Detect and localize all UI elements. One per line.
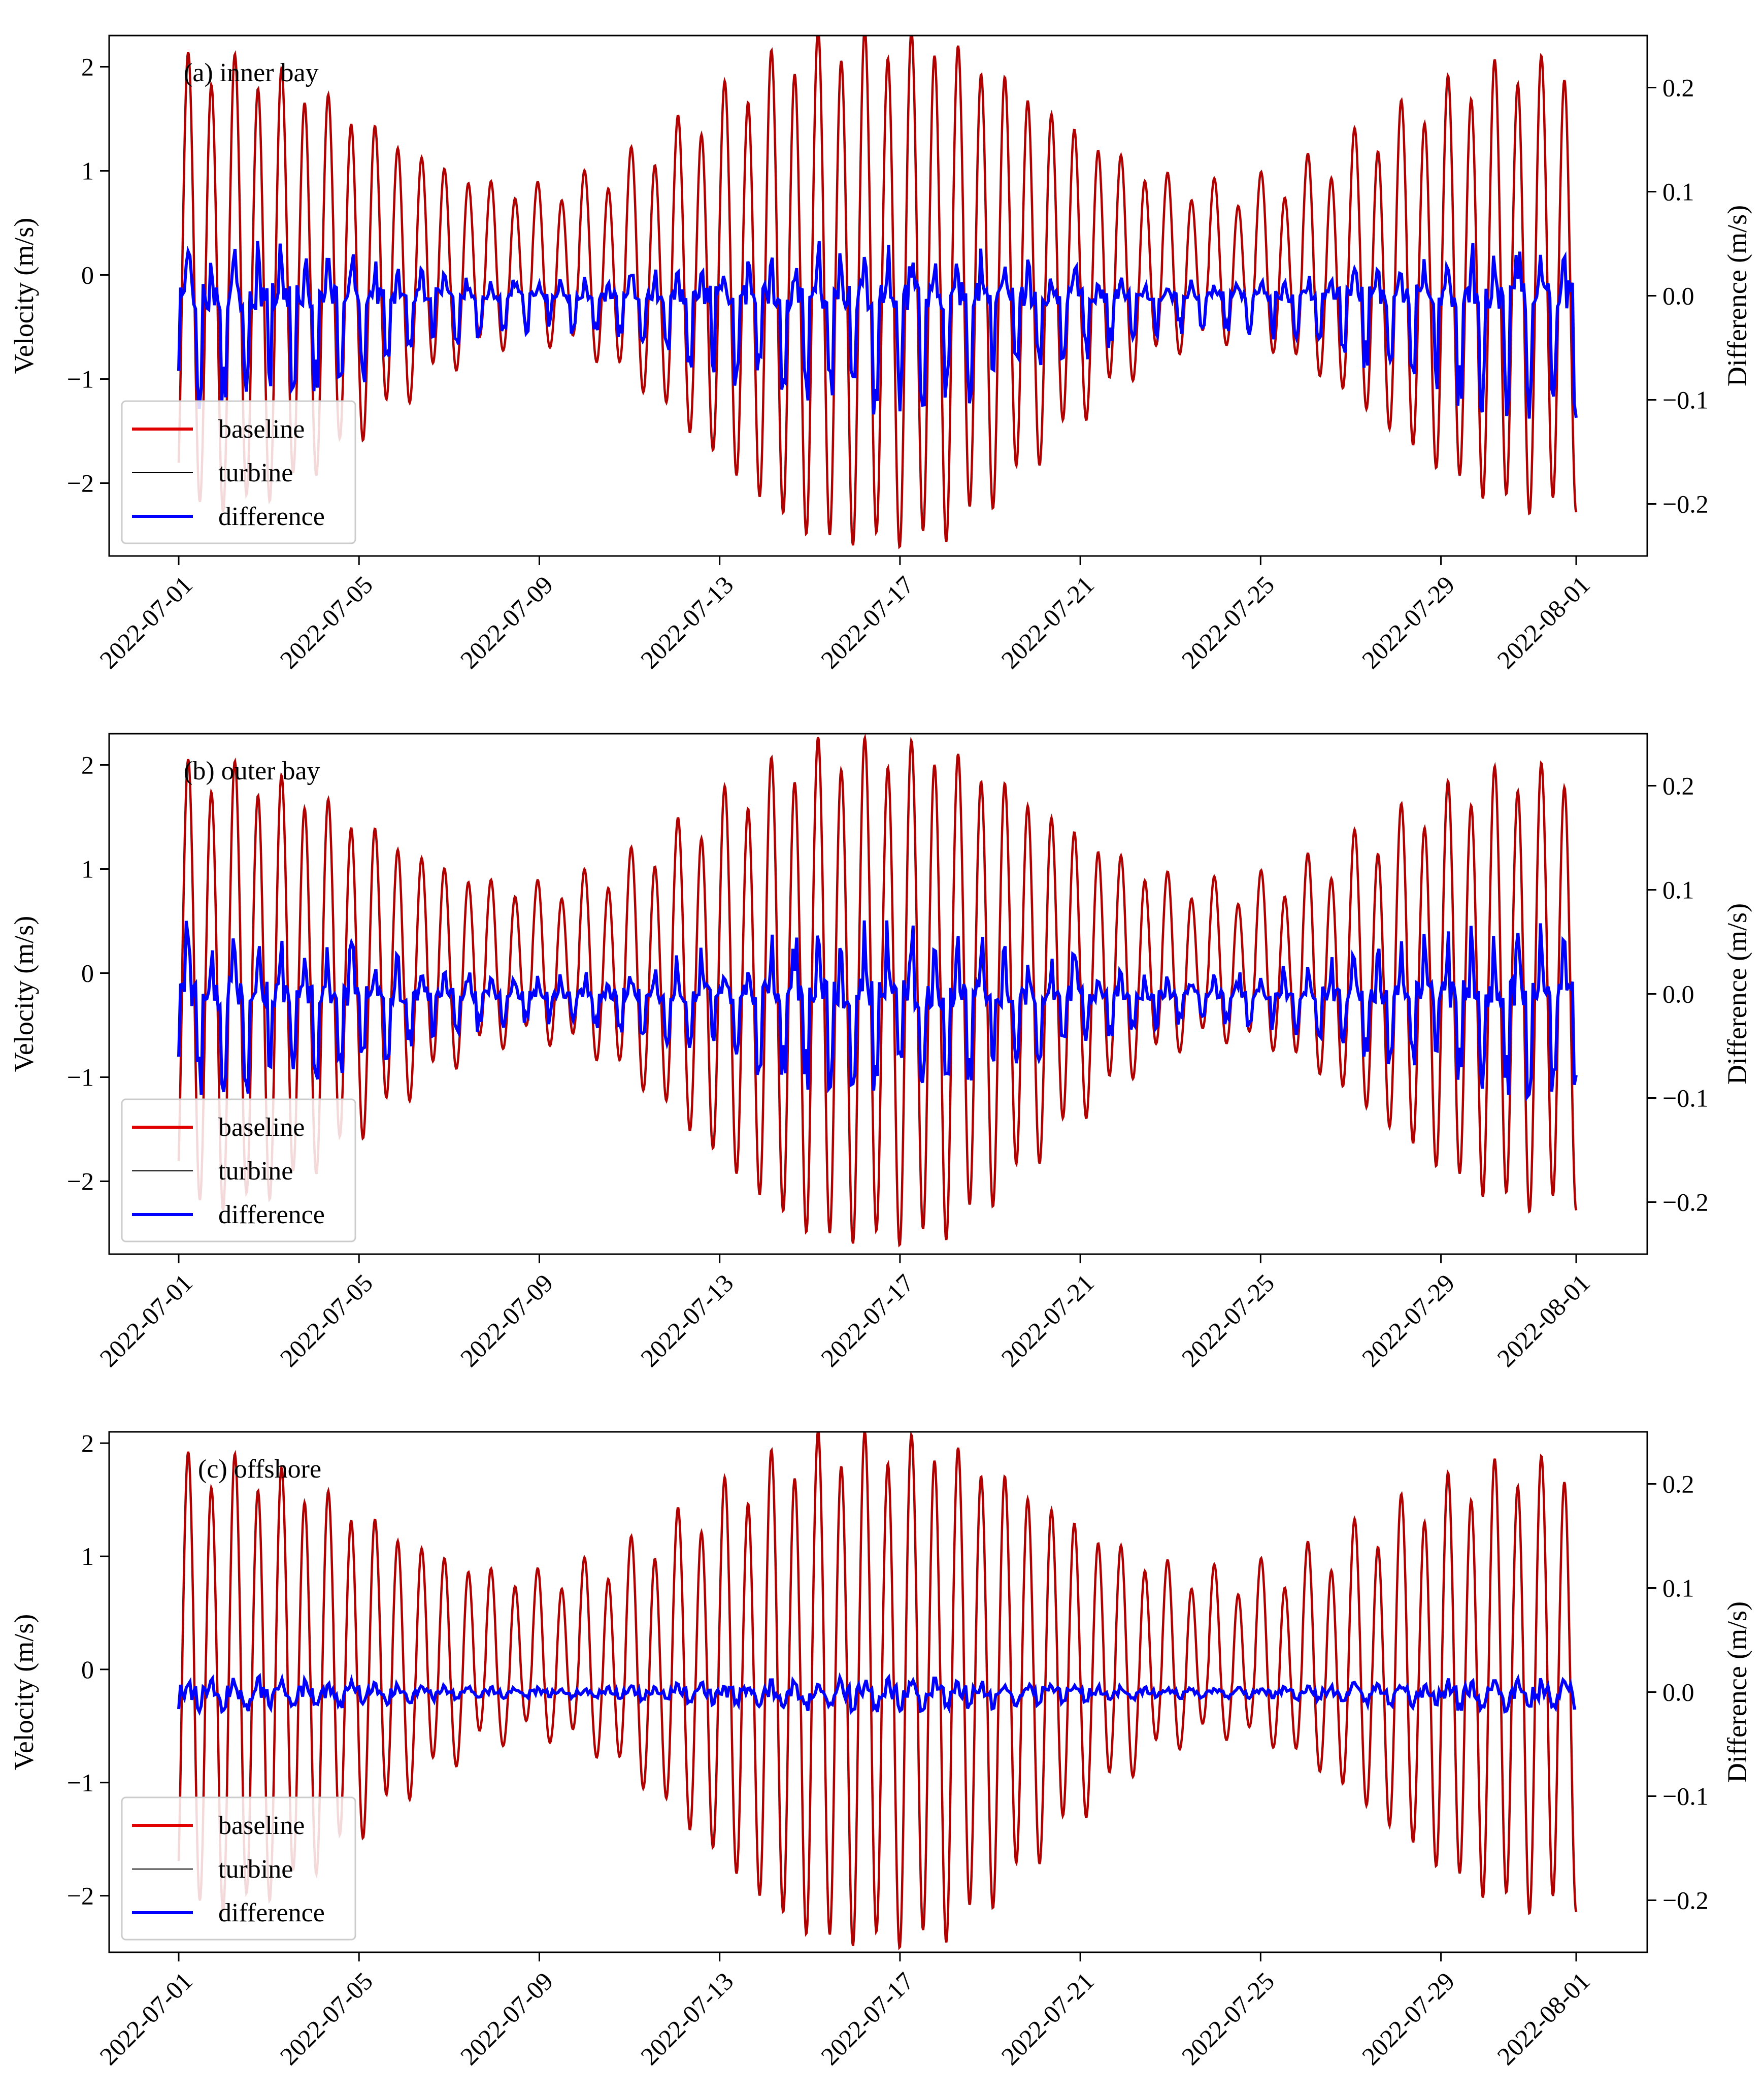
y-right-tick-label: 0.2 bbox=[1662, 772, 1694, 800]
difference-line bbox=[177, 1672, 1577, 1716]
legend-label-difference: difference bbox=[218, 1898, 325, 1927]
legend-box bbox=[121, 1796, 356, 1941]
legend: baseline turbine difference bbox=[121, 1098, 356, 1242]
x-tick-label: 2022-07-29 bbox=[1356, 1967, 1460, 2071]
x-tick-label: 2022-07-01 bbox=[94, 1967, 198, 2071]
difference-line bbox=[177, 920, 1578, 1101]
x-tick-label: 2022-07-05 bbox=[274, 1967, 378, 2071]
x-tick-label: 2022-07-25 bbox=[1176, 1967, 1280, 2071]
y-tick-label: 0 bbox=[81, 1655, 94, 1684]
panel-title: (c) offshore bbox=[198, 1455, 321, 1484]
x-tick-label: 2022-07-17 bbox=[815, 1967, 919, 2071]
panel-2: −2 −1 0 1 2 −0.2 −0.1 0.0 0.1 0.2 2022-07-01 2022-0… bbox=[9, 733, 1752, 1372]
y-right-tick-label: 0.1 bbox=[1662, 876, 1694, 904]
legend-label-baseline: baseline bbox=[218, 415, 305, 444]
y-right-tick-label: 0.1 bbox=[1662, 178, 1694, 206]
x-tick-label: 2022-07-01 bbox=[94, 1268, 198, 1372]
y-right-tick-label: −0.1 bbox=[1662, 1782, 1709, 1811]
y-right-tick-label: 0.2 bbox=[1662, 74, 1694, 102]
x-tick-label: 2022-07-25 bbox=[1176, 570, 1280, 674]
legend-label-difference: difference bbox=[218, 502, 325, 531]
y-right-tick-label: 0.2 bbox=[1662, 1470, 1694, 1498]
legend-label-turbine: turbine bbox=[218, 1157, 293, 1186]
legend-box bbox=[121, 400, 356, 544]
y-right-axis-label: Difference (m/s) bbox=[1722, 1601, 1752, 1783]
y-tick-label: −2 bbox=[67, 1167, 94, 1196]
y-tick-label: 1 bbox=[81, 855, 94, 883]
legend-box bbox=[121, 1098, 356, 1242]
y-right-axis-label: Difference (m/s) bbox=[1722, 205, 1752, 386]
y-tick-label: 2 bbox=[81, 751, 94, 779]
x-tick-label: 2022-07-01 bbox=[94, 570, 198, 674]
baseline-velocity-line bbox=[177, 1432, 1578, 1950]
y-right-tick-label: −0.1 bbox=[1662, 386, 1709, 414]
x-tick-label: 2022-07-05 bbox=[274, 1268, 378, 1372]
y-right-tick-label: 0.0 bbox=[1662, 1678, 1694, 1707]
y-tick-label: 1 bbox=[81, 157, 94, 185]
x-tick-label: 2022-08-01 bbox=[1491, 1268, 1595, 1372]
x-tick-label: 2022-07-29 bbox=[1356, 570, 1460, 674]
x-tick-label: 2022-07-13 bbox=[635, 570, 739, 674]
panel-3: −2 −1 0 1 2 −0.2 −0.1 0.0 0.1 0.2 2022-07-01 2022-0… bbox=[9, 1429, 1752, 2070]
legend-label-baseline: baseline bbox=[218, 1113, 305, 1142]
y-axis-label: Velocity (m/s) bbox=[9, 1614, 39, 1770]
y-tick-label: −1 bbox=[67, 1063, 94, 1092]
y-axis-label: Velocity (m/s) bbox=[9, 218, 39, 374]
y-tick-label: 2 bbox=[81, 1429, 94, 1457]
y-tick-label: 0 bbox=[81, 261, 94, 289]
x-tick-label: 2022-07-13 bbox=[635, 1268, 739, 1372]
x-tick-label: 2022-07-09 bbox=[455, 1268, 559, 1372]
legend-label-turbine: turbine bbox=[218, 458, 293, 487]
x-tick-label: 2022-08-01 bbox=[1491, 570, 1595, 674]
difference-line bbox=[177, 241, 1578, 419]
legend-label-difference: difference bbox=[218, 1200, 325, 1229]
panel-1: −2 −1 0 1 2 −0.2 −0.1 0.0 0.1 0.2 2022-07-01 2022-0… bbox=[9, 35, 1752, 674]
y-right-tick-label: 0.0 bbox=[1662, 980, 1694, 1008]
y-right-tick-label: 0.0 bbox=[1662, 282, 1694, 310]
panel-title: (b) outer bay bbox=[184, 757, 320, 785]
panel-title: (a) inner bay bbox=[184, 58, 319, 87]
y-right-axis-label: Difference (m/s) bbox=[1722, 903, 1752, 1085]
legend-label-baseline: baseline bbox=[218, 1811, 305, 1840]
x-tick-label: 2022-07-29 bbox=[1356, 1268, 1460, 1372]
y-tick-label: −1 bbox=[67, 365, 94, 394]
y-tick-label: −2 bbox=[67, 469, 94, 498]
baseline-velocity-line bbox=[177, 734, 1578, 1248]
legend-label-turbine: turbine bbox=[218, 1855, 293, 1884]
y-tick-label: −1 bbox=[67, 1768, 94, 1797]
x-tick-label: 2022-07-09 bbox=[455, 570, 559, 674]
legend: baseline turbine difference bbox=[121, 1796, 356, 1941]
x-tick-label: 2022-07-05 bbox=[274, 570, 378, 674]
x-tick-label: 2022-08-01 bbox=[1491, 1967, 1595, 2071]
y-right-tick-label: −0.2 bbox=[1662, 1886, 1709, 1915]
baseline-velocity-line bbox=[177, 36, 1578, 549]
x-tick-label: 2022-07-09 bbox=[455, 1967, 559, 2071]
y-right-tick-label: −0.1 bbox=[1662, 1084, 1709, 1112]
x-tick-label: 2022-07-21 bbox=[995, 570, 1100, 674]
x-tick-label: 2022-07-13 bbox=[635, 1967, 739, 2071]
y-axis-label: Velocity (m/s) bbox=[9, 916, 39, 1072]
y-tick-label: 1 bbox=[81, 1542, 94, 1570]
x-tick-label: 2022-07-21 bbox=[995, 1967, 1100, 2071]
y-tick-label: 2 bbox=[81, 53, 94, 81]
legend: baseline turbine difference bbox=[121, 400, 356, 544]
y-tick-label: −2 bbox=[67, 1882, 94, 1910]
x-tick-label: 2022-07-21 bbox=[995, 1268, 1100, 1372]
x-tick-label: 2022-07-17 bbox=[815, 1268, 919, 1372]
x-tick-label: 2022-07-17 bbox=[815, 570, 919, 674]
x-tick-label: 2022-07-25 bbox=[1176, 1268, 1280, 1372]
y-right-tick-label: −0.2 bbox=[1662, 490, 1709, 518]
y-right-tick-label: −0.2 bbox=[1662, 1188, 1709, 1217]
y-tick-label: 0 bbox=[81, 959, 94, 988]
y-right-tick-label: 0.1 bbox=[1662, 1574, 1694, 1602]
